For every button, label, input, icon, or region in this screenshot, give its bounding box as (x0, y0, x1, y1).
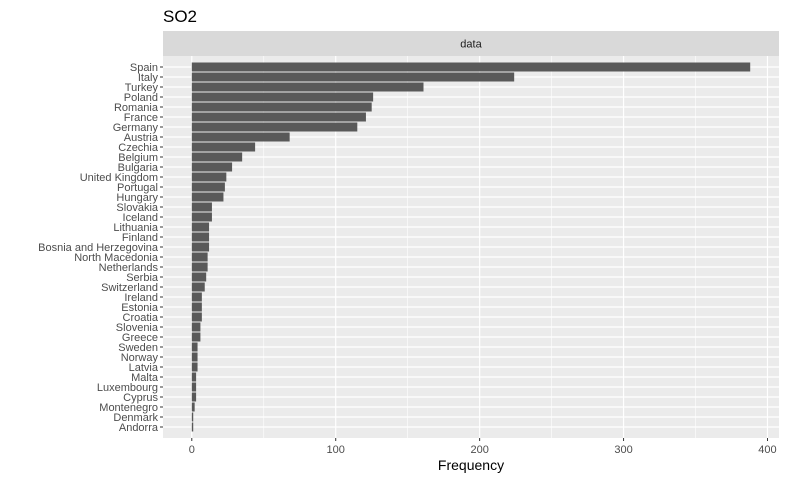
bar (191, 82, 424, 92)
bar (191, 312, 202, 322)
facet-strip (163, 31, 779, 56)
x-tick-label: 400 (758, 444, 776, 456)
y-tick-label: Turkey (125, 82, 159, 94)
bar (191, 212, 212, 222)
bar (191, 62, 751, 72)
bar (191, 342, 198, 352)
y-tick-label: Italy (138, 72, 159, 84)
y-tick-label: Andorra (119, 422, 159, 434)
y-tick-label: Spain (130, 62, 158, 74)
y-axis-labels: SpainItalyTurkeyPolandRomaniaFranceGerma… (38, 62, 163, 434)
y-tick-label: Romania (114, 102, 159, 114)
y-tick-label: Netherlands (99, 262, 159, 274)
y-tick-label: Bulgaria (118, 162, 159, 174)
y-tick-label: Bosnia and Herzegovina (38, 242, 159, 254)
bar (191, 422, 194, 432)
y-tick-label: United Kingdom (80, 172, 158, 184)
y-tick-label: Germany (113, 122, 159, 134)
y-tick-label: Sweden (118, 342, 158, 354)
y-tick-label: Greece (122, 332, 158, 344)
x-axis: 0 100 200 300 400 (189, 438, 777, 456)
bar (191, 292, 202, 302)
chart-title: SO2 (163, 7, 197, 26)
bar (191, 272, 207, 282)
bar (191, 242, 210, 252)
y-tick-label: North Macedonia (74, 252, 159, 264)
bar (191, 102, 372, 112)
y-tick-label: Estonia (121, 302, 159, 314)
y-tick-label: Cyprus (123, 392, 158, 404)
y-tick-label: Norway (121, 352, 159, 364)
y-tick-label: Latvia (129, 362, 159, 374)
x-tick-label: 0 (189, 444, 195, 456)
y-tick-label: Luxembourg (97, 382, 158, 394)
x-tick-label: 200 (470, 444, 488, 456)
y-tick-label: Lithuania (113, 222, 159, 234)
bar (191, 162, 233, 172)
y-tick-label: Malta (131, 372, 159, 384)
bar (191, 92, 374, 102)
bars (191, 62, 751, 432)
x-axis-title: Frequency (438, 457, 504, 473)
bar (191, 412, 194, 422)
bar (191, 182, 225, 192)
y-tick-label: Poland (124, 92, 158, 104)
bar (191, 262, 208, 272)
x-tick-label: 100 (327, 444, 345, 456)
y-tick-label: Montenegro (99, 402, 158, 414)
y-tick-label: Portugal (117, 182, 158, 194)
bar (191, 232, 210, 242)
bar (191, 382, 197, 392)
bar (191, 202, 212, 212)
bar (191, 122, 358, 132)
bar (191, 282, 205, 292)
bar (191, 392, 197, 402)
bar (191, 152, 243, 162)
bar (191, 132, 290, 142)
y-tick-label: Hungary (116, 192, 158, 204)
y-tick-label: Slovakia (116, 202, 158, 214)
bar (191, 142, 256, 152)
bar (191, 172, 227, 182)
y-tick-label: Ireland (124, 292, 158, 304)
x-tick-label: 300 (614, 444, 632, 456)
bar (191, 302, 202, 312)
bar (191, 402, 195, 412)
y-tick-label: Slovenia (116, 322, 159, 334)
y-tick-label: Switzerland (101, 282, 158, 294)
bar (191, 322, 201, 332)
y-tick-label: Austria (124, 132, 159, 144)
y-tick-label: Serbia (126, 272, 159, 284)
bar (191, 112, 366, 122)
bar (191, 352, 198, 362)
bar (191, 372, 197, 382)
y-tick-label: Denmark (113, 412, 158, 424)
bar (191, 252, 208, 262)
bar (191, 72, 515, 82)
y-tick-label: Finland (122, 232, 158, 244)
bar (191, 222, 210, 232)
y-tick-label: Iceland (123, 212, 158, 224)
y-tick-label: France (124, 112, 158, 124)
y-tick-label: Croatia (123, 312, 159, 324)
bar (191, 362, 198, 372)
y-tick-label: Czechia (118, 142, 159, 154)
facet-label: data (460, 39, 482, 51)
bar (191, 332, 201, 342)
bar (191, 192, 224, 202)
y-tick-label: Belgium (118, 152, 158, 164)
